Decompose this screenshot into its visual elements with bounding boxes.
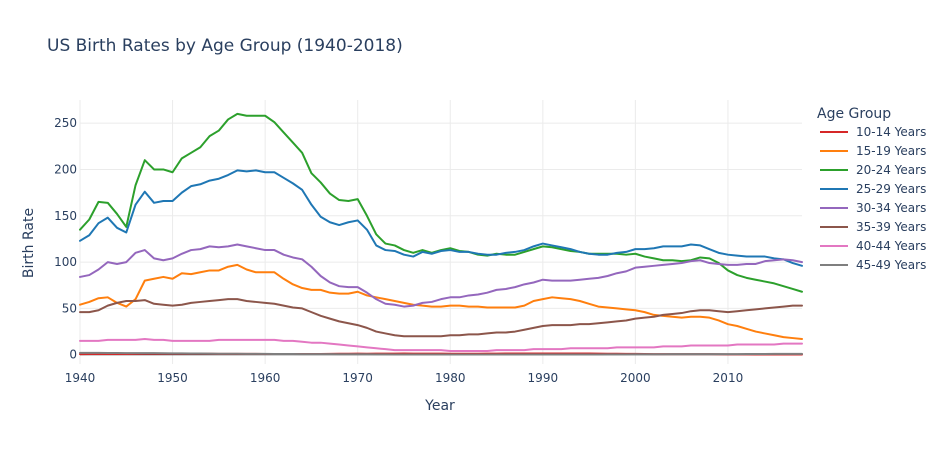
legend-item[interactable]: 25-29 Years	[820, 182, 926, 196]
y-tick-label: 150	[54, 209, 77, 223]
x-tick-label: 1980	[435, 371, 466, 385]
x-tick-label: 2000	[620, 371, 651, 385]
legend-item[interactable]: 40-44 Years	[820, 239, 926, 253]
series-line-15-19-years[interactable]	[79, 263, 803, 340]
x-tick-label: 1970	[342, 371, 373, 385]
legend-label: 35-39 Years	[856, 220, 926, 234]
legend-item[interactable]: 15-19 Years	[820, 144, 926, 158]
series-lines	[79, 112, 803, 356]
legend-item[interactable]: 30-34 Years	[820, 201, 926, 215]
series-line-25-29-years[interactable]	[79, 169, 803, 267]
y-tick-label: 200	[54, 162, 77, 176]
series-line-45-49-years[interactable]	[79, 351, 803, 356]
series-line-30-34-years[interactable]	[79, 243, 803, 308]
series-line-40-44-years[interactable]	[79, 337, 803, 353]
y-axis-title: Birth Rate	[21, 208, 37, 278]
legend-label: 20-24 Years	[856, 163, 926, 177]
legend-label: 25-29 Years	[856, 182, 926, 196]
legend-item[interactable]: 35-39 Years	[820, 220, 926, 234]
y-tick-label: 0	[69, 348, 77, 362]
legend-label: 30-34 Years	[856, 201, 926, 215]
y-axis-ticks: 0 50 100 150 200 250	[54, 116, 77, 362]
x-tick-label: 1990	[528, 371, 559, 385]
x-tick-label: 1960	[250, 371, 281, 385]
gridlines	[79, 100, 802, 364]
legend-label: 45-49 Years	[856, 258, 926, 272]
legend-title: Age Group	[817, 106, 891, 122]
x-tick-label: 1950	[157, 371, 188, 385]
legend[interactable]: 10-14 Years 15-19 Years 20-24 Years 25-29 Y…	[820, 125, 926, 272]
legend-label: 10-14 Years	[856, 125, 926, 139]
x-tick-label: 1940	[65, 371, 96, 385]
x-axis-title: Year	[424, 398, 455, 414]
series-line-35-39-years[interactable]	[79, 298, 803, 338]
legend-item[interactable]: 10-14 Years	[820, 125, 926, 139]
x-axis-ticks: 1940 1950 1960 1970 1980 1990 2000 2010	[65, 371, 743, 385]
series-line-20-24-years[interactable]	[79, 112, 803, 293]
x-tick-label: 2010	[713, 371, 744, 385]
chart-title: US Birth Rates by Age Group (1940-2018)	[47, 36, 403, 56]
y-tick-label: 250	[54, 116, 77, 130]
legend-label: 15-19 Years	[856, 144, 926, 158]
legend-item[interactable]: 20-24 Years	[820, 163, 926, 177]
y-tick-label: 50	[62, 301, 77, 315]
legend-item[interactable]: 45-49 Years	[820, 258, 926, 272]
y-tick-label: 100	[54, 255, 77, 269]
legend-label: 40-44 Years	[856, 239, 926, 253]
